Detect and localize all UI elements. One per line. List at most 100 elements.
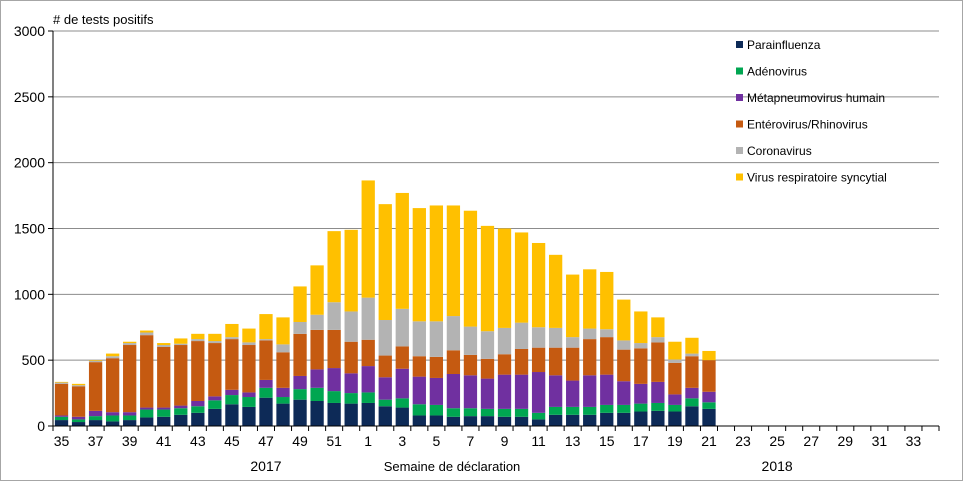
legend-swatch xyxy=(736,120,743,128)
bar-segment xyxy=(327,231,341,303)
x-tick-label: 17 xyxy=(633,433,649,449)
y-axis-label: # de tests positifs xyxy=(53,12,154,27)
bar-segment xyxy=(395,368,409,399)
bar-segment xyxy=(531,242,546,328)
bar-segment xyxy=(651,410,665,426)
bar-segment xyxy=(361,297,375,340)
bar-segment xyxy=(514,408,529,417)
bar-segment xyxy=(583,414,597,426)
x-tick-label: 33 xyxy=(906,433,922,449)
bar-segment xyxy=(514,232,529,323)
bar-segment xyxy=(446,416,461,426)
bar-segment xyxy=(446,316,461,351)
bar-segment xyxy=(174,343,188,346)
bar-segment xyxy=(310,369,324,388)
bar-segment xyxy=(395,308,409,347)
bar-segment xyxy=(140,417,154,426)
x-tick-label: 27 xyxy=(803,433,819,449)
bar-segment xyxy=(617,412,631,426)
bar-segment xyxy=(600,374,614,405)
bar-segment xyxy=(140,407,154,410)
bar-segment xyxy=(446,408,461,417)
bar-segment xyxy=(634,343,648,349)
bar-segment xyxy=(497,374,512,409)
bar-segment xyxy=(395,407,409,426)
x-tick-label: 1 xyxy=(364,433,372,449)
bar-segment xyxy=(259,340,273,380)
bar-segment xyxy=(583,339,597,376)
bar-segment xyxy=(225,395,239,405)
bar-segment xyxy=(123,412,137,416)
bar-segment xyxy=(548,375,563,407)
bar-segment xyxy=(361,339,375,367)
bar-segment xyxy=(344,403,358,426)
x-tick-label: 49 xyxy=(292,433,308,449)
bar-segment xyxy=(191,406,205,413)
bar-segment xyxy=(327,368,341,392)
bar-segment xyxy=(242,345,256,393)
legend-swatch xyxy=(736,67,743,75)
bar-segment xyxy=(531,327,546,348)
bar-segment xyxy=(174,408,188,415)
y-tick-label: 3000 xyxy=(14,23,45,39)
bar-segment xyxy=(54,415,69,417)
bar-segment xyxy=(71,386,86,417)
bar-segment xyxy=(702,408,716,426)
bar-segment xyxy=(634,348,648,384)
bar-segment xyxy=(191,400,205,407)
bar-segment xyxy=(702,350,716,361)
bar-segment xyxy=(600,337,614,375)
legend-swatch xyxy=(736,173,743,181)
bar-segment xyxy=(276,397,290,404)
bar-segment xyxy=(480,408,495,417)
x-tick-label: 41 xyxy=(156,433,172,449)
bar-segment xyxy=(191,341,205,401)
bar-segment xyxy=(88,416,103,421)
bar-segment xyxy=(412,415,426,426)
bar-segment xyxy=(548,347,563,376)
bar-segment xyxy=(174,405,188,409)
bar-segment xyxy=(88,410,103,417)
bar-segment xyxy=(480,331,495,359)
bar-segment xyxy=(651,337,665,343)
bar-segment xyxy=(344,393,358,404)
bar-segment xyxy=(566,274,580,338)
bar-segment xyxy=(429,415,444,426)
bar-segment xyxy=(71,416,86,420)
bar-segment xyxy=(651,342,665,382)
x-axis-ticks: 35 37 39 41 43 45 47 49 51 1 3 5 7 9 11 13 15 17 19 21 23 25 2… xyxy=(52,426,940,449)
x-tick-label: 3 xyxy=(398,433,406,449)
bar-segment xyxy=(685,353,699,357)
bar-segment xyxy=(378,320,392,356)
bar-segment xyxy=(446,350,461,374)
bar-segment xyxy=(225,404,239,426)
bar-segment xyxy=(378,355,392,378)
bar-segment xyxy=(344,311,358,342)
bar-segment xyxy=(225,339,239,390)
bar-segment xyxy=(685,356,699,388)
x-tick-label: 5 xyxy=(432,433,440,449)
legend-label: Entérovirus/Rhinovirus xyxy=(747,118,868,132)
bar-segment xyxy=(548,327,563,348)
bar-segment xyxy=(157,409,171,417)
x-tick-label: 35 xyxy=(54,433,70,449)
bar-segment xyxy=(293,375,307,390)
bar-segment xyxy=(54,381,69,383)
bar-segment xyxy=(412,321,426,357)
bar-segment xyxy=(634,411,648,426)
x-tick-label: 13 xyxy=(565,433,581,449)
bar-segment xyxy=(566,337,580,348)
bar-segment xyxy=(191,333,205,340)
bar-segment xyxy=(651,402,665,411)
bar-segment xyxy=(480,358,495,379)
bar-segment xyxy=(259,339,273,341)
bar-segment xyxy=(54,420,69,426)
bar-segment xyxy=(361,180,375,298)
bar-segment xyxy=(242,392,256,398)
bar-segment xyxy=(497,408,512,417)
year-labels: 2017 2018 xyxy=(250,458,793,474)
bar-segment xyxy=(140,330,154,333)
bar-segment xyxy=(276,352,290,388)
